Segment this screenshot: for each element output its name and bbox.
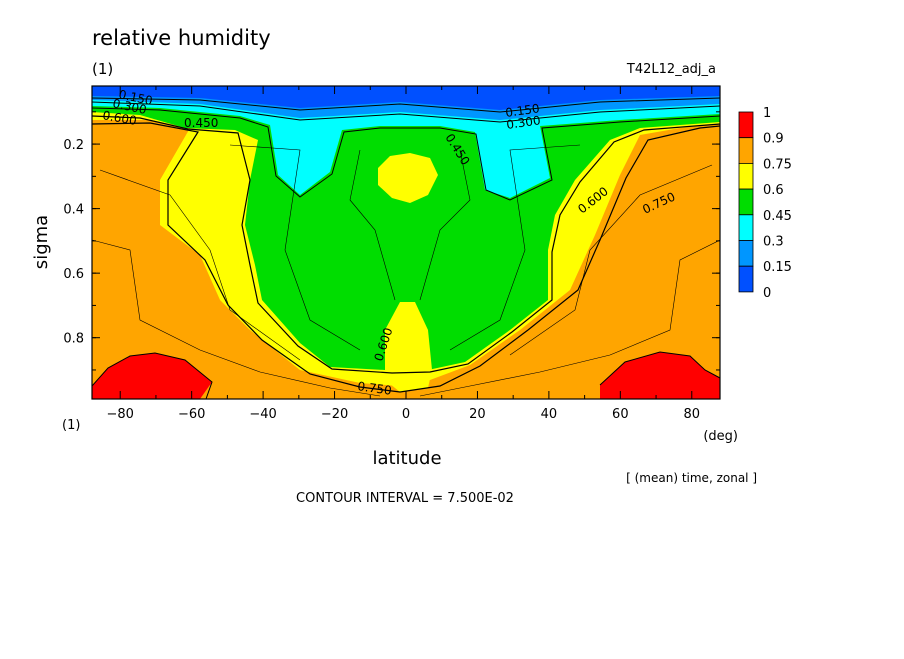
y-tick-label: 0.6 <box>63 267 84 282</box>
contour-label: 0.750 <box>357 379 393 398</box>
contour-fill-group <box>92 86 720 399</box>
contour-line-0825-right <box>419 239 720 397</box>
run-label: T42L12_adj_a <box>626 62 716 77</box>
unit-label: (1) <box>92 60 113 78</box>
contour-line-0900-right <box>599 351 720 386</box>
colorbar-label: 0.6 <box>763 183 784 198</box>
band-03-045 <box>92 86 720 198</box>
contour-line-0525-center <box>349 149 471 301</box>
colorbar-swatch <box>738 188 754 216</box>
contour-line-0525-right <box>449 144 581 351</box>
x-tick-label: −60 <box>178 407 205 422</box>
red-maximum-north <box>600 352 720 399</box>
contour-label: 0.600 <box>101 108 137 128</box>
colorbar-swatch <box>738 111 754 139</box>
colorbar-swatch <box>738 214 754 241</box>
x-tick-label: 20 <box>469 407 486 422</box>
colorbar-label: 0.3 <box>763 235 784 250</box>
y-tick-label: 0.4 <box>63 203 84 218</box>
contour-label: 0.300 <box>505 113 541 132</box>
contour-line-0450 <box>92 107 720 201</box>
averaging-note: [ (mean) time, zonal ] <box>626 471 757 485</box>
y-axis-label: sigma <box>31 215 52 269</box>
contour-line-0675-left <box>99 169 301 361</box>
colorbar-label: 0.75 <box>763 157 792 172</box>
contour-label: 0.150 <box>504 101 540 120</box>
x-tick-label: 0 <box>402 407 410 422</box>
colorbar: 1 0.9 0.75 0.6 0.45 0.3 0.15 0 <box>738 106 792 301</box>
tropical-yellow-lower <box>385 302 432 392</box>
x-axis-label: latitude <box>372 448 441 469</box>
x-tick-label: −40 <box>249 407 276 422</box>
contour-label: 0.450 <box>184 116 218 130</box>
contour-line-0675-right <box>509 164 713 356</box>
contour-line-0525-left <box>229 144 361 351</box>
contour-label: 0.150 <box>117 87 154 108</box>
contour-line-0600 <box>92 115 720 374</box>
y-tick-label: 0.2 <box>63 138 84 153</box>
x-tick-label: 40 <box>541 407 558 422</box>
contour-line-0300 <box>92 101 720 123</box>
x-tick-label: −80 <box>107 407 134 422</box>
x-tick-label: −20 <box>321 407 348 422</box>
red-maximum-south <box>92 353 212 399</box>
x-axis: −80 −60 −40 −20 0 20 40 60 80 <box>107 86 701 422</box>
contour-label: 0.300 <box>111 96 148 117</box>
colorbar-label: 0.15 <box>763 260 792 275</box>
colorbar-swatch <box>738 162 754 190</box>
y-axis: 0.2 0.4 0.6 0.8 <box>63 111 720 371</box>
contour-line-0750 <box>92 122 720 393</box>
contour-line-0825-left <box>92 239 381 397</box>
colorbar-label: 0.45 <box>763 209 792 224</box>
x-tick-label: 60 <box>612 407 629 422</box>
y-unit-label: (1) <box>62 418 80 433</box>
contour-interval-label: CONTOUR INTERVAL = 7.500E-02 <box>296 491 514 506</box>
contour-line-0900-left <box>92 352 213 399</box>
colorbar-label: 0 <box>763 286 771 301</box>
colorbar-label: 0.9 <box>763 132 784 147</box>
colorbar-label: 1 <box>763 106 771 121</box>
x-unit-label: (deg) <box>703 429 738 444</box>
x-tick-label: 80 <box>684 407 701 422</box>
tropical-yellow-upper <box>378 153 438 203</box>
colorbar-swatch <box>738 137 754 164</box>
chart-title: relative humidity <box>92 26 271 50</box>
colorbar-swatch <box>738 265 754 293</box>
colorbar-swatch <box>738 240 754 267</box>
contour-line-0150 <box>92 97 720 113</box>
band-045-06 <box>92 86 720 370</box>
y-tick-label: 0.8 <box>63 332 84 347</box>
band-0-015 <box>92 86 720 110</box>
